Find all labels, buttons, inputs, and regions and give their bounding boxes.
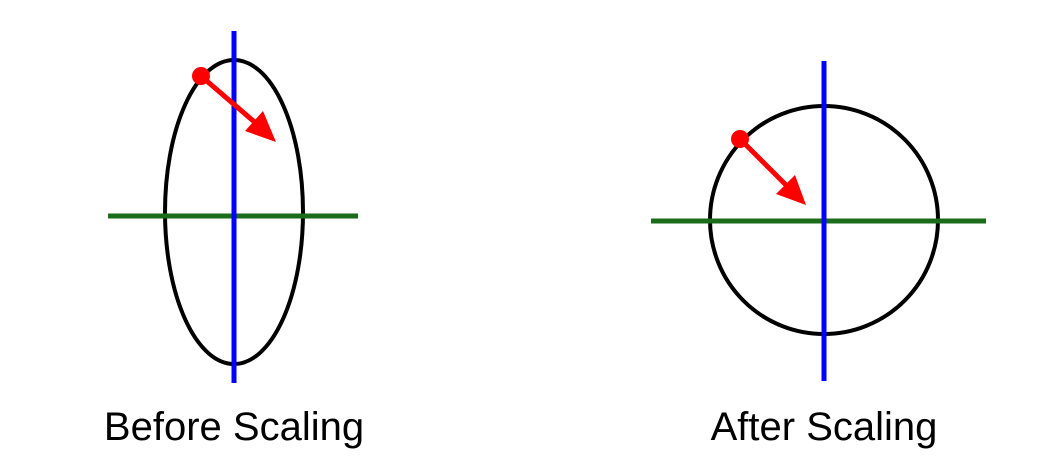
before-scaling-caption: Before Scaling bbox=[104, 405, 364, 449]
normal-vector-arrow bbox=[199, 74, 260, 127]
vector-origin-point bbox=[731, 130, 749, 148]
arrowhead-icon bbox=[776, 175, 806, 205]
after-scaling-caption: After Scaling bbox=[711, 405, 938, 449]
after-scaling-panel: After Scaling bbox=[651, 61, 986, 449]
vector-origin-point bbox=[192, 67, 210, 85]
arrowhead-icon bbox=[245, 111, 276, 142]
normal-vector-arrow bbox=[738, 137, 791, 190]
before-scaling-panel: Before Scaling bbox=[104, 31, 364, 449]
